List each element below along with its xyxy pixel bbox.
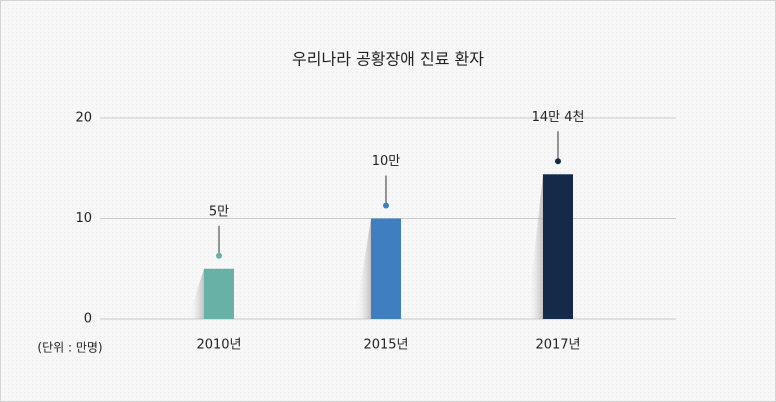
value-label: 10만 <box>372 154 401 169</box>
bar <box>371 218 401 319</box>
value-label: 14만 4천 <box>532 110 585 125</box>
bar <box>543 174 573 319</box>
bar-shadow <box>355 218 371 319</box>
leader-dot <box>383 202 389 209</box>
x-tick-label: 2010년 <box>196 338 241 353</box>
x-tick-label: 2017년 <box>535 338 580 353</box>
chart-title: 우리나라 공황장애 진료 환자 <box>292 50 484 69</box>
x-tick-label: 2015년 <box>363 338 408 353</box>
leader-dot <box>555 158 561 165</box>
y-tick-label: 0 <box>84 312 92 327</box>
unit-label: (단위 : 만명) <box>37 341 102 355</box>
bar-shadow <box>527 174 543 319</box>
y-tick-label: 20 <box>75 111 92 126</box>
value-label: 5만 <box>209 204 229 219</box>
y-tick-label: 10 <box>75 211 92 226</box>
bar-shadow <box>188 268 204 319</box>
leader-dot <box>216 252 222 259</box>
bar <box>204 268 234 319</box>
